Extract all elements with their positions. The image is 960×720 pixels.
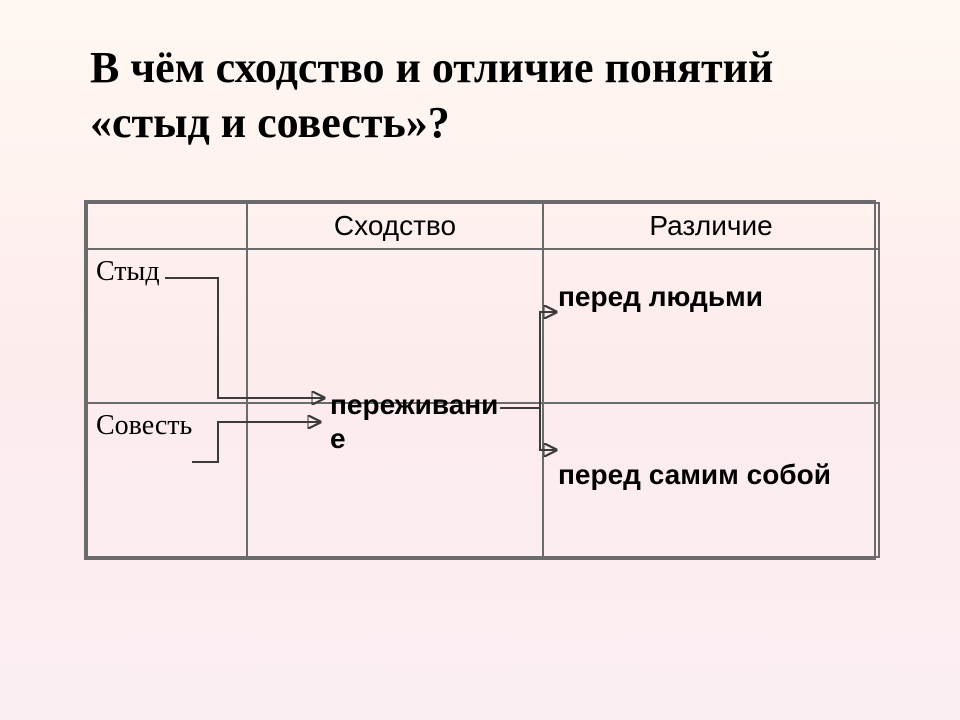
difference-bottom: перед самим собой <box>558 458 838 492</box>
row-label-sovest: Совесть <box>87 403 247 557</box>
page-title: В чём сходство и отличие понятий «стыд и… <box>90 40 870 150</box>
difference-top: перед людьми <box>558 280 763 314</box>
row-label-styd: Стыд <box>87 249 247 403</box>
table-header-row: Сходство Различие <box>87 203 879 249</box>
table-row: Стыд <box>87 249 879 403</box>
cell-difference-styd <box>543 249 879 403</box>
header-blank <box>87 203 247 249</box>
header-similarity: Сходство <box>247 203 543 249</box>
header-difference: Различие <box>543 203 879 249</box>
center-word: переживани е <box>330 388 498 455</box>
comparison-table: Сходство Различие Стыд Совесть <box>84 200 876 560</box>
cell-similarity-styd <box>247 249 543 403</box>
